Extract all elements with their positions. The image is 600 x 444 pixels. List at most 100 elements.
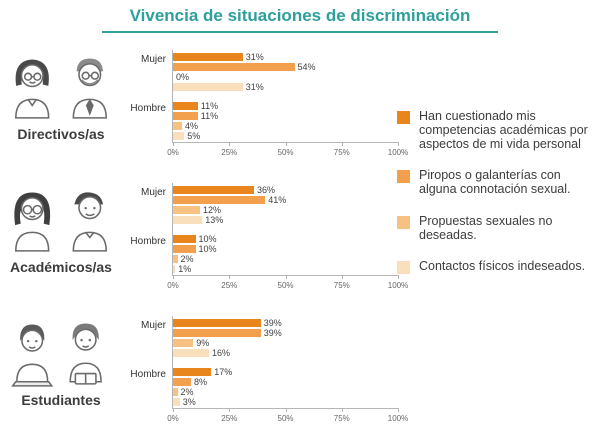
legend-label: Han cuestionado mis competencias académi… <box>419 109 588 151</box>
x-tick-label: 50% <box>277 281 294 290</box>
bar-value-label: 13% <box>205 215 224 225</box>
bar-value-label: 3% <box>182 397 196 407</box>
plot-estudiantes: Mujer 39% 39% 9% 16% Hombre 17% 8% 2% 3% 0% 25% 50% 7… <box>130 316 408 423</box>
bar-cluster-mujer: Mujer 36% 41% 12% 13% <box>141 185 398 225</box>
x-tick-mark <box>229 408 231 412</box>
bar-value-label: 11% <box>200 101 219 111</box>
x-tick-mark <box>173 275 174 279</box>
x-tick-mark <box>341 275 343 279</box>
bar-row: 5% <box>173 131 398 141</box>
bar-series-1 <box>173 196 266 204</box>
x-tick-label: 75% <box>333 281 350 290</box>
bar-row: 16% <box>173 348 398 358</box>
legend-swatch-competencias <box>397 111 410 124</box>
page-title: Vivencia de situaciones de discriminació… <box>101 6 499 33</box>
bar-series-0 <box>173 53 243 61</box>
x-tick-mark <box>285 142 287 146</box>
bar-series-0 <box>173 235 196 243</box>
bar-row: 3% <box>173 397 398 407</box>
x-tick-mark <box>398 408 399 412</box>
bar-series-1 <box>173 245 196 253</box>
x-tick-label: 0% <box>167 414 179 423</box>
group-directivos: Directivos/as Mujer 31% 54% 0% 31% Hombre 11% 1… <box>0 40 408 173</box>
bar-series-2 <box>173 388 178 396</box>
bar-value-label: 16% <box>212 348 231 358</box>
bar-row: 13% <box>173 215 398 225</box>
x-tick-mark <box>229 142 231 146</box>
legend-label: Propuestas sexuales no deseadas. <box>419 213 553 242</box>
chart-groups: Directivos/as Mujer 31% 54% 0% 31% Hombre 11% 1… <box>0 40 408 439</box>
bar-row: 1% <box>173 264 398 274</box>
x-tick-mark <box>229 275 231 279</box>
bar-value-label: 12% <box>203 205 222 215</box>
bar-series-3 <box>173 83 243 91</box>
bar-row: 2% <box>173 254 398 264</box>
bar-value-label: 8% <box>194 377 208 387</box>
bar-row: 8% <box>173 377 398 387</box>
x-tick-label: 50% <box>277 148 294 157</box>
directivos-people-icon <box>15 58 107 119</box>
bar-row: 31% <box>173 82 398 92</box>
bar-row: 31% <box>173 52 398 62</box>
legend: Han cuestionado mis competencias académi… <box>397 109 595 292</box>
chart-academicos: Mujer 36% 41% 12% 13% Hombre 10% 10% 2% 1% 0% 25% 50… <box>122 173 408 306</box>
legend-item: Contactos físicos indeseados. <box>397 259 595 275</box>
x-tick-label: 25% <box>221 414 238 423</box>
estudiantes-people-icon <box>11 323 102 387</box>
legend-swatch-contactos <box>397 261 410 275</box>
x-tick-mark <box>173 142 174 146</box>
legend-item: Han cuestionado mis competencias académi… <box>397 109 595 151</box>
bar-row: 11% <box>173 111 398 121</box>
x-tick-label: 50% <box>277 414 294 423</box>
bar-cluster-hombre: Hombre 17% 8% 2% 3% <box>130 367 398 407</box>
bar-series-0 <box>173 186 254 194</box>
bar-value-label: 10% <box>198 244 217 254</box>
x-tick-mark <box>398 275 399 279</box>
bar-value-label: 39% <box>263 318 282 328</box>
bar-value-label: 31% <box>245 82 264 92</box>
bar-series-3 <box>173 132 185 140</box>
bar-cluster-hombre: Hombre 10% 10% 2% 1% <box>130 234 398 274</box>
row-label: Hombre <box>130 236 166 247</box>
group-label-directivos: Directivos/as <box>17 126 105 142</box>
x-tick-label: 75% <box>333 148 350 157</box>
bar-row: 0% <box>173 72 398 82</box>
x-tick-mark <box>341 142 343 146</box>
bar-row: 9% <box>173 338 398 348</box>
bar-series-1 <box>173 112 198 120</box>
x-tick-label: 0% <box>167 281 179 290</box>
bar-value-label: 54% <box>297 62 316 72</box>
group-estudiantes: Estudiantes Mujer 39% 39% 9% 16% Hombre 17% 8% 2… <box>0 306 408 439</box>
bar-row: 41% <box>173 195 398 205</box>
bar-cluster-hombre: Hombre 11% 11% 4% 5% <box>130 101 398 141</box>
bar-series-3 <box>173 265 176 273</box>
bar-series-0 <box>173 319 261 327</box>
estudiantes-icon-block: Estudiantes <box>0 306 122 439</box>
bar-value-label: 11% <box>200 111 219 121</box>
bar-series-3 <box>173 398 180 406</box>
x-tick-label: 100% <box>387 281 409 290</box>
group-label-academicos: Académicos/as <box>10 259 112 275</box>
bar-series-3 <box>173 216 203 224</box>
legend-label: Contactos físicos indeseados. <box>419 259 586 274</box>
bar-series-2 <box>173 255 178 263</box>
x-tick-label: 25% <box>221 148 238 157</box>
legend-label: Piropos o galanterías con alguna connota… <box>419 168 571 196</box>
bar-row: 17% <box>173 367 398 377</box>
bar-series-2 <box>173 122 182 130</box>
x-tick-label: 75% <box>333 414 350 423</box>
bar-value-label: 0% <box>176 72 190 82</box>
bar-series-1 <box>173 63 295 71</box>
row-label: Hombre <box>130 103 166 114</box>
bar-value-label: 1% <box>178 264 192 274</box>
bar-series-0 <box>173 102 198 110</box>
group-label-estudiantes: Estudiantes <box>21 392 101 408</box>
bar-value-label: 36% <box>257 185 276 195</box>
row-label: Mujer <box>140 187 166 198</box>
bar-row: 11% <box>173 101 398 111</box>
legend-item: Propuestas sexuales no deseadas. <box>397 213 595 243</box>
x-tick-mark <box>341 408 343 412</box>
bar-row: 39% <box>173 328 398 338</box>
plot-academicos: Mujer 36% 41% 12% 13% Hombre 10% 10% 2% 1% 0% 25% 50… <box>130 183 408 290</box>
